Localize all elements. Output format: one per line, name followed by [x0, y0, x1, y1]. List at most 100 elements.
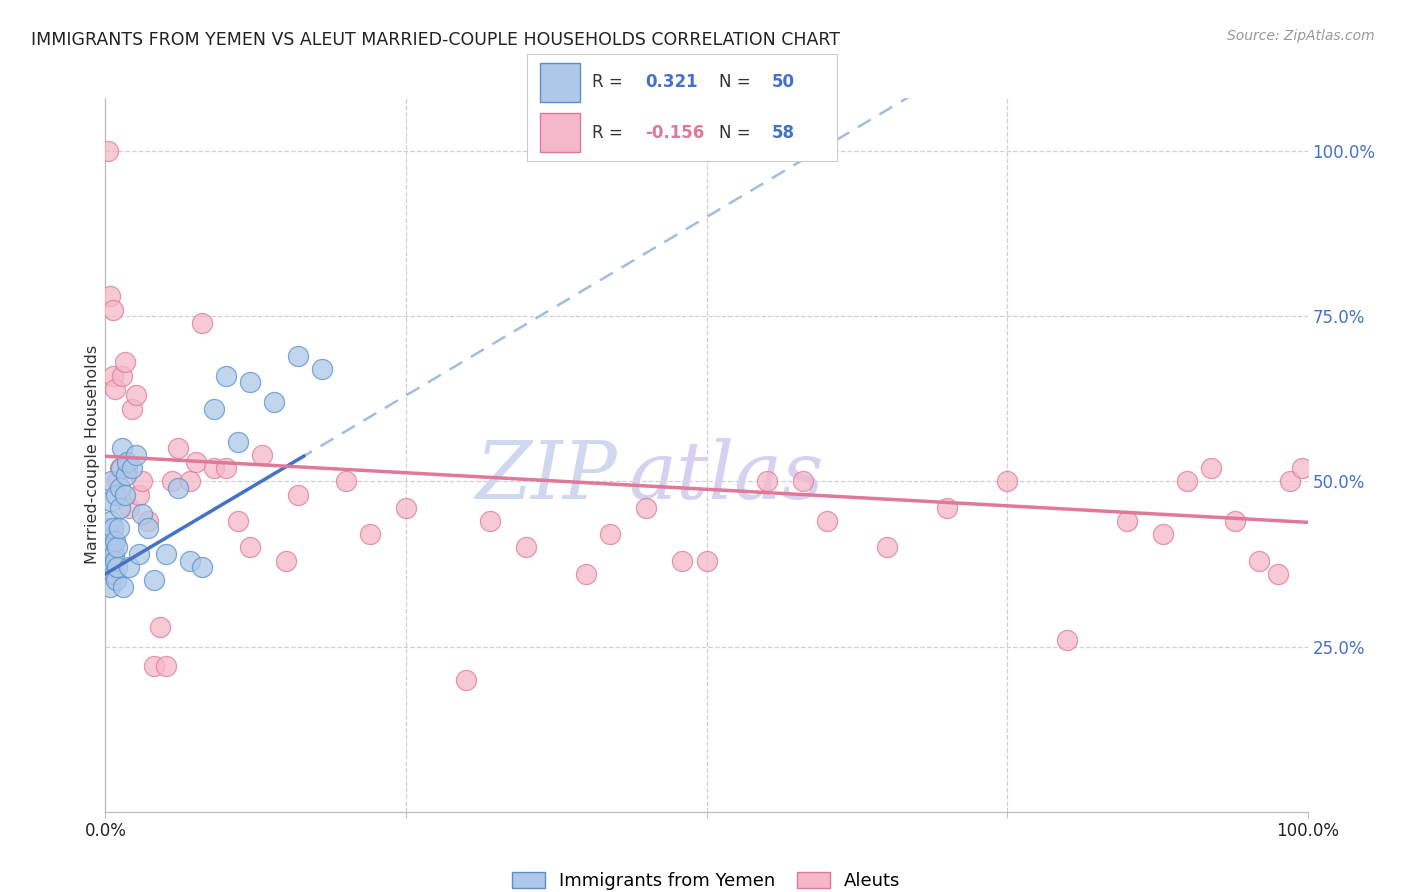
- Point: [103, 566, 125, 581]
- FancyBboxPatch shape: [540, 63, 579, 102]
- Point: [108, 481, 131, 495]
- Point: [335, 475, 357, 489]
- Point: [111, 368, 134, 383]
- Point: [155, 547, 177, 561]
- Point: [98, 289, 121, 303]
- Point: [111, 442, 134, 456]
- Point: [100, 494, 122, 508]
- Point: [136, 520, 159, 534]
- Point: [515, 541, 537, 555]
- Point: [239, 541, 262, 555]
- Text: atlas: atlas: [628, 438, 824, 515]
- Point: [1201, 461, 1223, 475]
- Point: [190, 316, 212, 330]
- Point: [115, 454, 138, 468]
- Point: [1225, 514, 1247, 528]
- Point: [214, 368, 236, 383]
- Point: [115, 467, 138, 482]
- Point: [636, 500, 658, 515]
- Text: Source: ZipAtlas.com: Source: ZipAtlas.com: [1227, 29, 1375, 43]
- Point: [226, 514, 249, 528]
- Point: [1056, 632, 1078, 647]
- Point: [118, 560, 141, 574]
- Point: [1249, 554, 1271, 568]
- Point: [287, 349, 309, 363]
- Point: [166, 481, 188, 495]
- Point: [1175, 475, 1198, 489]
- Point: [103, 547, 125, 561]
- Point: [190, 560, 212, 574]
- Point: [1291, 461, 1313, 475]
- Point: [202, 461, 225, 475]
- Point: [98, 566, 121, 581]
- Text: 50: 50: [772, 73, 794, 91]
- Point: [131, 508, 153, 522]
- Point: [395, 500, 418, 515]
- Point: [995, 475, 1018, 489]
- Point: [179, 475, 201, 489]
- Point: [142, 574, 165, 588]
- Point: [100, 475, 122, 489]
- Point: [202, 401, 225, 416]
- Point: [575, 566, 598, 581]
- Text: R =: R =: [592, 73, 623, 91]
- Point: [98, 527, 121, 541]
- Point: [104, 533, 127, 548]
- Point: [114, 355, 136, 369]
- Point: [184, 454, 207, 468]
- Point: [105, 487, 128, 501]
- Text: 0.321: 0.321: [645, 73, 697, 91]
- Point: [108, 461, 131, 475]
- Point: [214, 461, 236, 475]
- Point: [226, 434, 249, 449]
- Point: [100, 514, 122, 528]
- Point: [121, 461, 143, 475]
- Point: [131, 475, 153, 489]
- Point: [128, 487, 150, 501]
- Text: N =: N =: [718, 73, 751, 91]
- Y-axis label: Married-couple Households: Married-couple Households: [84, 345, 100, 565]
- Point: [97, 144, 120, 158]
- Point: [148, 620, 170, 634]
- Text: 58: 58: [772, 124, 794, 142]
- Point: [104, 554, 127, 568]
- Point: [263, 395, 285, 409]
- Point: [121, 401, 143, 416]
- Point: [755, 475, 778, 489]
- Point: [101, 368, 124, 383]
- Legend: Immigrants from Yemen, Aleuts: Immigrants from Yemen, Aleuts: [503, 863, 910, 892]
- Point: [104, 382, 127, 396]
- Point: [101, 520, 124, 534]
- Text: N =: N =: [718, 124, 751, 142]
- Point: [936, 500, 959, 515]
- Point: [98, 541, 121, 555]
- Point: [815, 514, 838, 528]
- Point: [108, 500, 131, 515]
- Point: [136, 514, 159, 528]
- Point: [101, 302, 124, 317]
- Text: R =: R =: [592, 124, 623, 142]
- Point: [107, 475, 129, 489]
- Point: [160, 475, 183, 489]
- Point: [97, 520, 120, 534]
- Point: [107, 541, 129, 555]
- Point: [155, 659, 177, 673]
- Point: [101, 560, 124, 574]
- Point: [128, 547, 150, 561]
- Point: [97, 533, 120, 548]
- Point: [454, 673, 477, 687]
- Text: -0.156: -0.156: [645, 124, 704, 142]
- Point: [112, 580, 135, 594]
- Point: [114, 487, 136, 501]
- Point: [110, 461, 132, 475]
- Point: [287, 487, 309, 501]
- Point: [696, 554, 718, 568]
- Point: [1278, 475, 1301, 489]
- Point: [166, 442, 188, 456]
- Point: [359, 527, 381, 541]
- Point: [142, 659, 165, 673]
- Point: [179, 554, 201, 568]
- Point: [107, 520, 129, 534]
- Point: [98, 547, 121, 561]
- Point: [1116, 514, 1139, 528]
